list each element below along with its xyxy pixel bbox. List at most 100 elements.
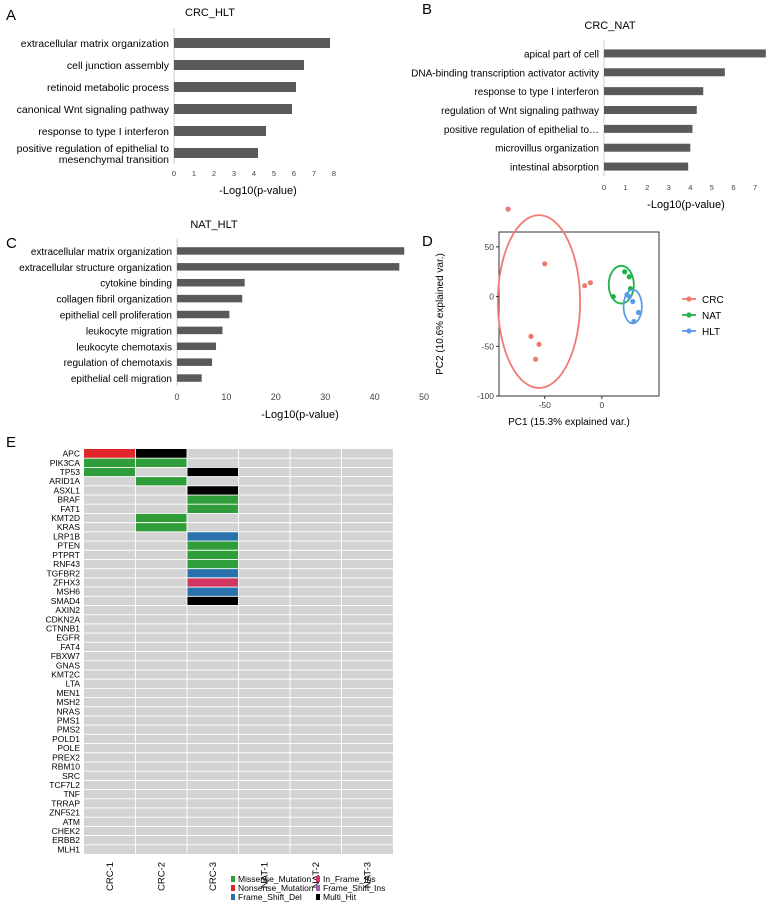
mutation-cell: [84, 449, 136, 459]
point-hlt: [630, 298, 636, 305]
bar: [177, 278, 245, 287]
gene-label: POLE: [57, 743, 80, 753]
gene-label: SMAD4: [51, 596, 81, 606]
gene-label: TP53: [60, 467, 81, 477]
x-tick-label: 8: [332, 169, 336, 178]
gene-label: ARID1A: [49, 476, 80, 486]
legend-label-hlt: HLT: [702, 327, 720, 338]
x-tick-label: 1: [192, 169, 196, 178]
gene-label: POLD1: [52, 734, 80, 744]
gene-label: PTPRT: [52, 550, 80, 560]
y-tick-label: -50: [482, 341, 495, 351]
bar: [177, 326, 223, 335]
legend-dot-hlt: [686, 328, 692, 334]
gene-label: TCF7L2: [49, 780, 80, 790]
gene-label: GNAS: [56, 660, 80, 670]
x-tick-label: 6: [292, 169, 296, 178]
bar: [174, 148, 258, 158]
mutation-cell: [187, 504, 239, 514]
legend-dot-crc: [686, 296, 692, 302]
gene-label: KMT2D: [51, 513, 80, 523]
panel-label: C: [6, 235, 17, 252]
category-label: canonical Wnt signaling pathway: [17, 104, 170, 116]
gene-label: APC: [63, 449, 80, 459]
panel-label: B: [422, 1, 432, 18]
x-tick-label: 3: [232, 169, 236, 178]
gene-label: PREX2: [52, 752, 80, 762]
gene-label: ZFHX3: [53, 577, 80, 587]
gene-label: RBM10: [52, 762, 81, 772]
x-tick-label: 3: [667, 183, 671, 192]
category-label: extracellular matrix organization: [21, 38, 169, 50]
point-crc: [505, 206, 511, 212]
x-tick-label: 2: [645, 183, 649, 192]
mutation-cell: [135, 522, 187, 532]
x-tick-label: 7: [753, 183, 757, 192]
mutation-cell: [84, 467, 136, 477]
x-tick-label: 5: [272, 169, 276, 178]
bar: [174, 82, 296, 92]
legend-label: Nonsense_Mutation: [238, 883, 314, 893]
bar: [177, 358, 213, 366]
bar: [177, 294, 243, 303]
gene-label: ASXL1: [54, 485, 81, 495]
x-tick-label: 0: [599, 400, 604, 410]
confidence-ellipse-nat: [607, 264, 635, 305]
point-hlt: [631, 318, 637, 325]
gene-label: SRC: [62, 771, 80, 781]
point-crc: [542, 261, 548, 267]
sample-label: NAT-1: [259, 862, 270, 888]
category-label: cell junction assembly: [67, 60, 170, 72]
x-tick-label: 0: [174, 392, 179, 402]
category-label: retinoid metabolic process: [47, 82, 169, 94]
gene-label: PTEN: [57, 541, 80, 551]
gene-label: EGFR: [56, 633, 80, 643]
category-label: apical part of cell: [524, 49, 599, 60]
gene-label: NRAS: [56, 706, 80, 716]
bar: [174, 38, 330, 48]
bar: [604, 162, 689, 171]
x-tick-label: 2: [212, 169, 216, 178]
legend-label-crc: CRC: [702, 295, 724, 306]
bar: [177, 342, 217, 351]
point-nat: [622, 269, 628, 275]
bar: [604, 106, 697, 114]
legend-swatch: [316, 885, 320, 891]
x-tick-label: 0: [172, 169, 176, 178]
gene-label: PMS1: [57, 716, 80, 726]
point-crc: [587, 280, 594, 286]
chart-title: CRC_NAT: [584, 20, 635, 32]
gene-label: FAT4: [60, 642, 80, 652]
x-tick-label: 50: [419, 392, 429, 402]
mutation-cell: [187, 596, 239, 606]
mutation-cell: [187, 559, 239, 569]
gene-label: PIK3CA: [50, 458, 81, 468]
point-crc: [536, 341, 542, 347]
legend-label: Frame_Shift_Del: [238, 892, 302, 902]
category-label: collagen fibril organization: [56, 295, 172, 306]
gene-label: CTNNB1: [46, 623, 80, 633]
gene-label: KMT2C: [51, 670, 80, 680]
sample-label: NAT-3: [362, 862, 373, 888]
bar: [174, 60, 304, 70]
point-crc: [528, 333, 534, 339]
x-axis-label: -Log10(p-value): [261, 409, 339, 421]
x-tick-label: 0: [602, 183, 606, 192]
bar: [174, 104, 292, 114]
sample-label: NAT-2: [311, 862, 322, 888]
point-hlt: [624, 292, 630, 298]
category-label: intestinal absorption: [510, 163, 599, 174]
panel-e-mutation-heatmap: APCPIK3CATP53ARID1AASXL1BRAFFAT1KMT2DKRA…: [46, 449, 393, 902]
category-label: extracellular matrix organization: [31, 247, 172, 258]
gene-label: MEN1: [56, 688, 80, 698]
category-label: positive regulation of epithelial to…: [444, 125, 599, 136]
gene-label: FBXW7: [51, 651, 81, 661]
gene-label: ZNF521: [49, 808, 80, 818]
panel-label: D: [422, 233, 433, 250]
sample-label: CRC-2: [156, 862, 167, 891]
x-axis-label: -Log10(p-value): [647, 199, 725, 211]
point-nat: [626, 274, 632, 280]
gene-label: TRRAP: [51, 798, 80, 808]
mutation-cell: [84, 458, 136, 468]
